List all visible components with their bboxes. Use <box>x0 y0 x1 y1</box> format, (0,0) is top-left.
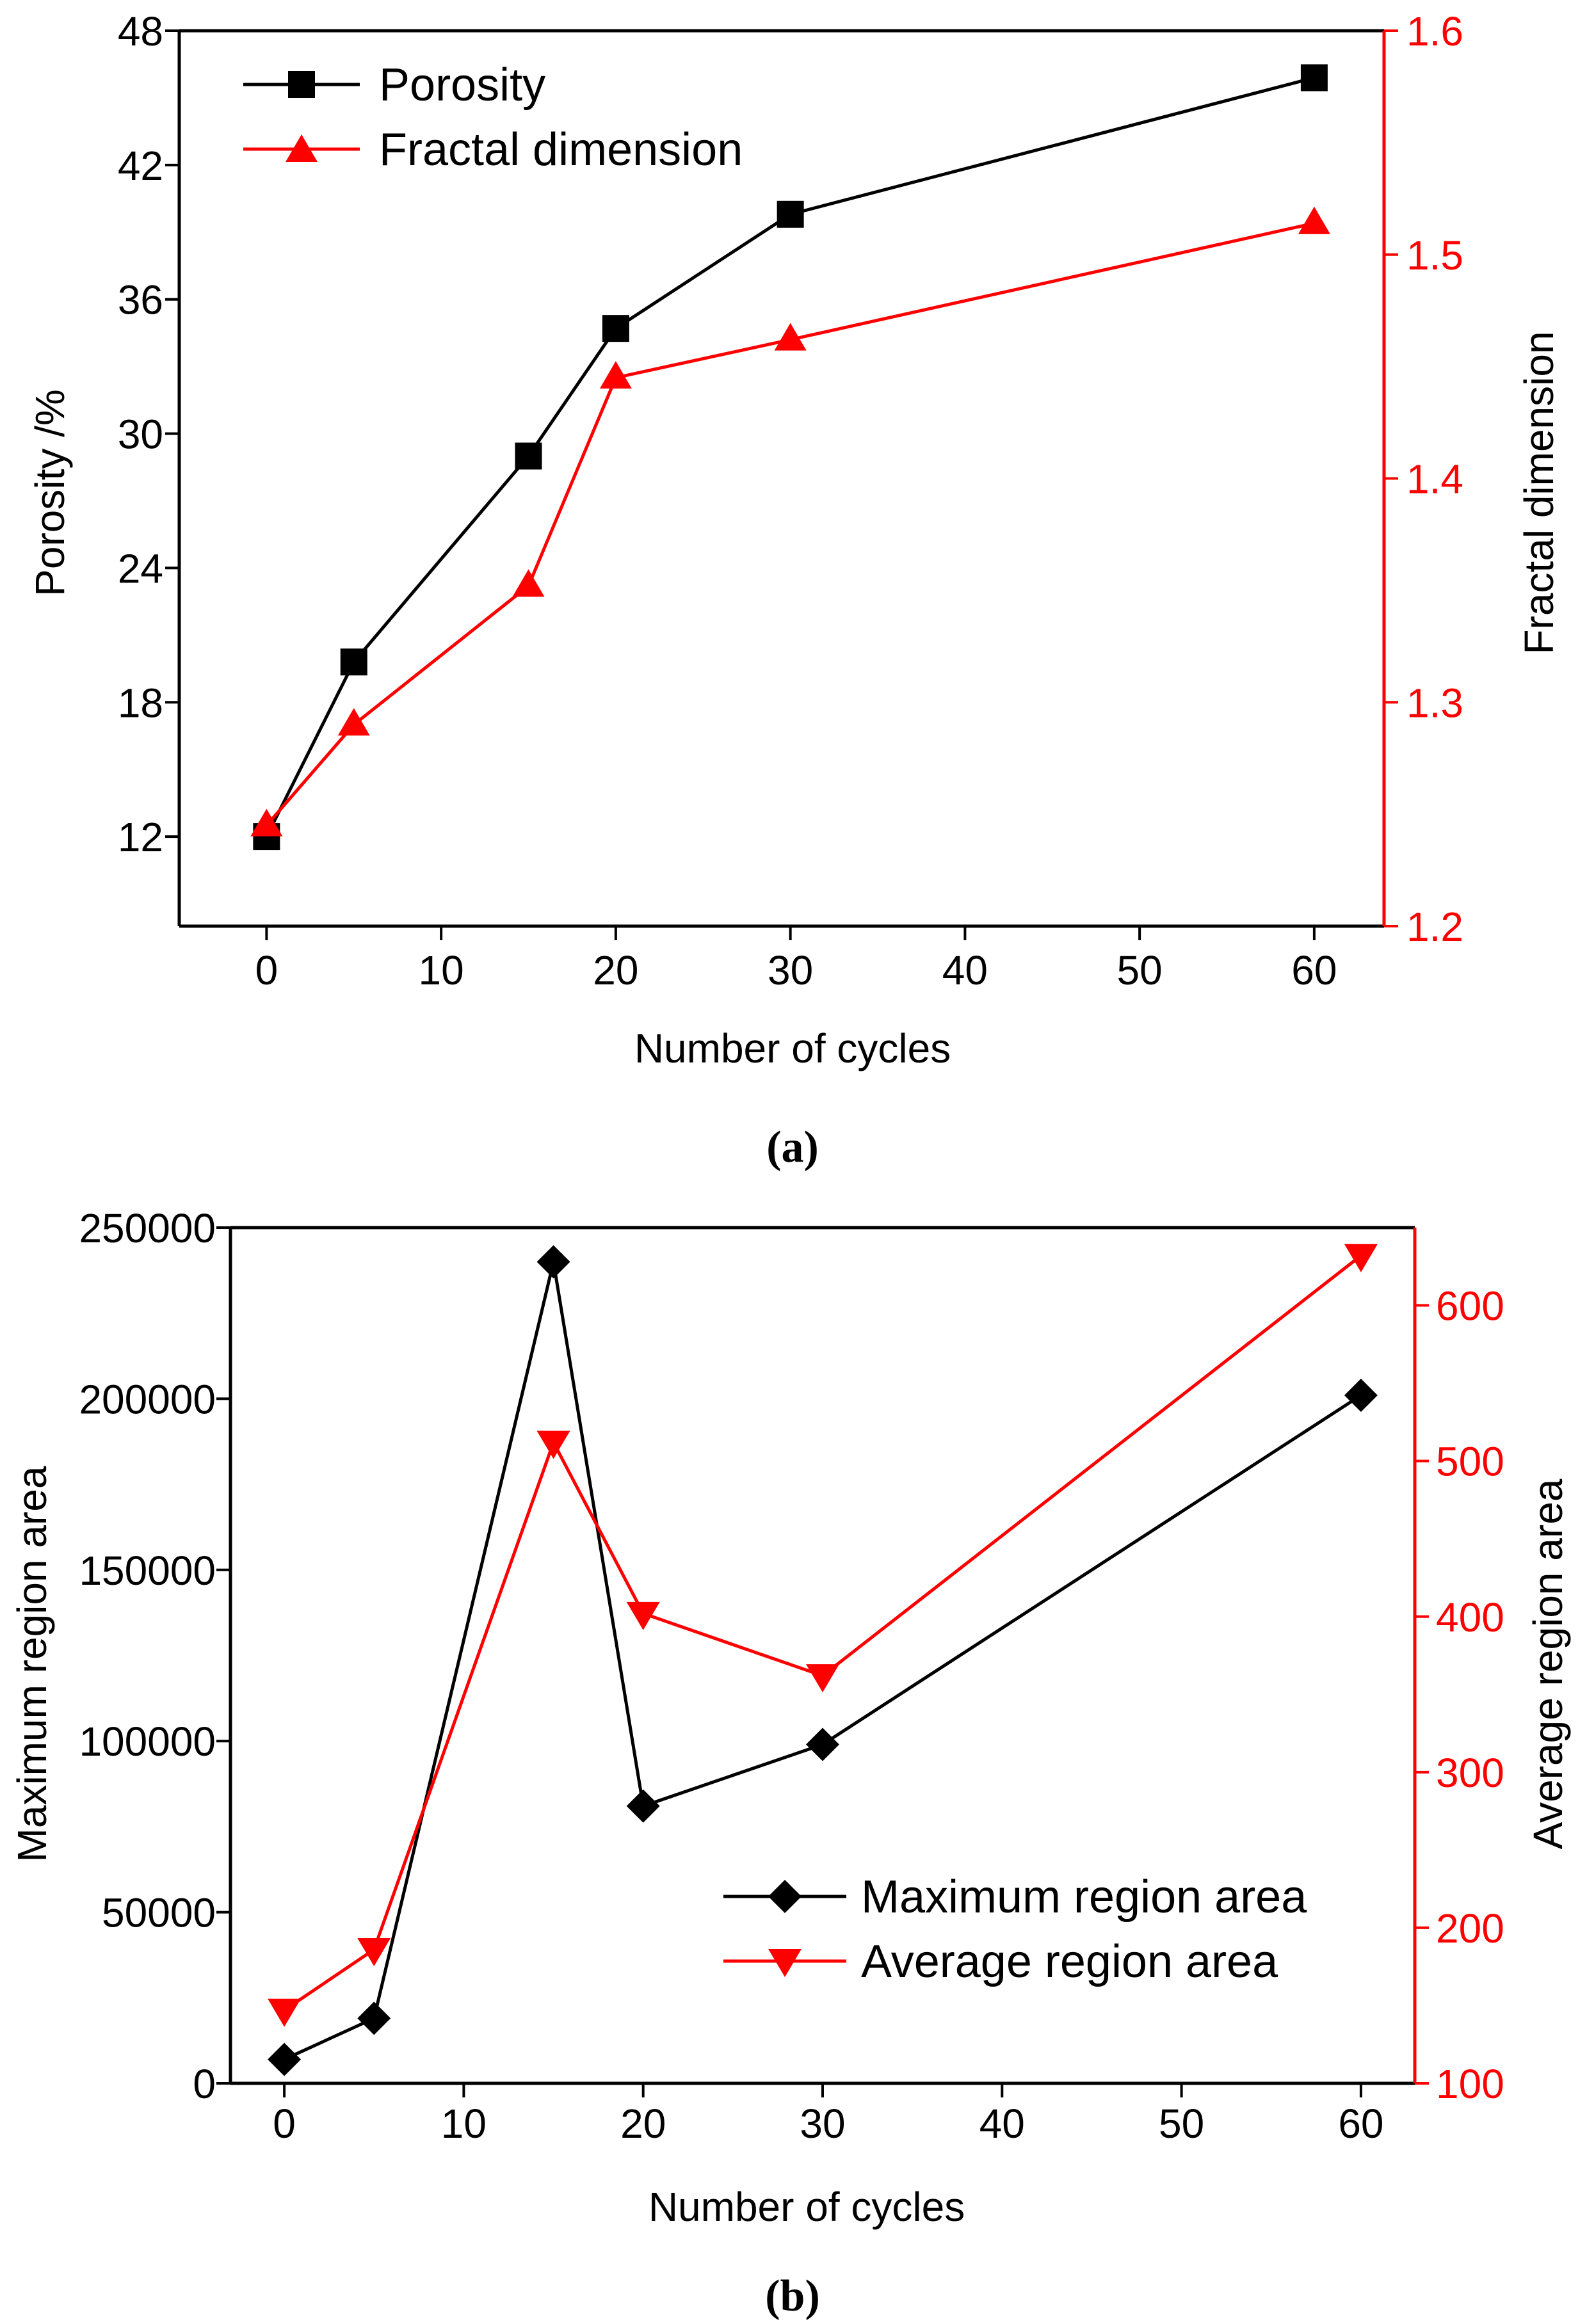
panel-b-caption: (b) <box>765 2272 820 2321</box>
panel-b-series <box>268 1244 1378 2076</box>
data-point-average-region-area <box>806 1664 839 1693</box>
panel-a-ylabel: Porosity /% <box>27 389 73 597</box>
y-tick-label: 18 <box>118 680 163 726</box>
panel-b-xlabel: Number of cycles <box>648 2184 965 2230</box>
y-tick-label: 250000 <box>79 1205 216 1251</box>
y2-tick-label: 100 <box>1436 2061 1504 2107</box>
x-tick-label: 40 <box>942 947 988 993</box>
data-point-porosity <box>340 648 367 676</box>
y-tick-label: 0 <box>193 2061 216 2107</box>
y-tick-label: 12 <box>118 814 163 860</box>
y2-tick-label: 1.4 <box>1406 456 1463 502</box>
data-point-maximum-region-area <box>357 2001 391 2035</box>
panel-a-legend: Porosity Fractal dimension <box>243 60 743 175</box>
data-point-maximum-region-area <box>1344 1379 1378 1413</box>
data-point-average-region-area <box>268 1998 302 2027</box>
y-tick-label: 200000 <box>79 1376 216 1422</box>
data-point-maximum-region-area <box>268 2042 302 2076</box>
y2-tick-label: 1.6 <box>1406 8 1463 54</box>
series-line-average-region-area <box>283 1254 1362 2012</box>
legend-avg-area-marker <box>768 1949 802 1977</box>
x-tick-label: 0 <box>273 2101 296 2147</box>
x-tick-label: 60 <box>1291 947 1337 993</box>
legend-fractal-label: Fractal dimension <box>379 124 743 175</box>
y-tick-label: 100000 <box>79 1719 216 1765</box>
y-tick-label: 50000 <box>102 1890 216 1936</box>
data-point-average-region-area <box>626 1601 660 1630</box>
data-point-fractal-dimension <box>337 708 370 736</box>
data-point-average-region-area <box>357 1937 391 1966</box>
panel-a-series <box>250 64 1330 851</box>
panel-a-y2label: Fractal dimension <box>1516 331 1562 654</box>
panel-a-caption: (a) <box>766 1123 819 1172</box>
data-point-average-region-area <box>1344 1244 1378 1272</box>
data-point-maximum-region-area <box>536 1245 570 1279</box>
legend-fractal-marker <box>286 134 318 162</box>
x-tick-label: 30 <box>800 2101 845 2147</box>
legend-max-area-label: Maximum region area <box>861 1871 1307 1923</box>
y-tick-label: 150000 <box>79 1548 216 1594</box>
data-point-porosity <box>602 315 629 342</box>
y2-tick-label: 1.2 <box>1406 904 1463 950</box>
legend-porosity-label: Porosity <box>379 60 545 111</box>
x-tick-label: 20 <box>620 2101 666 2147</box>
data-point-porosity <box>777 200 804 228</box>
panel-a-xlabel: Number of cycles <box>634 1025 951 1071</box>
y2-tick-label: 600 <box>1436 1283 1504 1329</box>
x-tick-label: 30 <box>768 947 813 993</box>
series-line-fractal-dimension <box>265 221 1315 827</box>
x-tick-label: 0 <box>255 947 278 993</box>
y2-tick-label: 200 <box>1436 1905 1504 1951</box>
y2-tick-label: 300 <box>1436 1750 1504 1796</box>
x-tick-label: 10 <box>419 947 464 993</box>
data-point-porosity <box>1300 64 1328 92</box>
y-tick-label: 42 <box>118 143 163 189</box>
x-tick-label: 10 <box>441 2101 487 2147</box>
panel-a: 0 10 20 30 40 50 60 12 18 24 30 36 42 48 1.2 1.3 1.4 1.5 1… <box>27 8 1562 1172</box>
panel-b-legend: Maximum region area Average region area <box>723 1871 1307 1987</box>
series-line-maximum-region-area <box>284 1261 1362 2061</box>
data-point-maximum-region-area <box>626 1789 660 1823</box>
y-tick-label: 24 <box>118 545 163 591</box>
legend-max-area-marker <box>768 1880 802 1913</box>
x-tick-label: 50 <box>1159 2101 1204 2147</box>
x-tick-label: 50 <box>1117 947 1163 993</box>
x-tick-label: 40 <box>979 2101 1025 2147</box>
data-point-fractal-dimension <box>250 808 283 837</box>
data-point-fractal-dimension <box>599 361 632 389</box>
panel-b-axes: 0 10 20 30 40 50 60050000100000150000200000250… <box>79 1205 1504 2147</box>
data-point-maximum-region-area <box>806 1727 839 1761</box>
y2-tick-label: 1.3 <box>1406 680 1463 726</box>
data-point-fractal-dimension <box>774 323 807 351</box>
y-tick-label: 30 <box>118 412 163 458</box>
panel-b-y2label: Average region area <box>1525 1479 1571 1849</box>
series-line-porosity <box>265 76 1315 838</box>
data-point-fractal-dimension <box>1298 206 1330 234</box>
panel-b: 0 10 20 30 40 50 60050000100000150000200000250… <box>9 1205 1571 2321</box>
data-point-fractal-dimension <box>512 569 545 597</box>
panel-b-ylabel: Maximum region area <box>9 1466 55 1862</box>
data-point-average-region-area <box>536 1430 570 1459</box>
panel-a-axes: 0 10 20 30 40 50 60 12 18 24 30 36 42 48 1.2 1.3 1.4 1.5 1… <box>118 8 1463 993</box>
y2-tick-label: 1.5 <box>1406 232 1463 278</box>
y-tick-label: 36 <box>118 277 163 323</box>
x-tick-label: 20 <box>593 947 638 993</box>
legend-porosity-marker <box>288 71 315 98</box>
x-tick-label: 60 <box>1338 2101 1383 2147</box>
data-point-porosity <box>515 442 542 470</box>
y2-tick-label: 500 <box>1436 1439 1504 1485</box>
y-tick-label: 48 <box>118 8 163 54</box>
legend-avg-area-label: Average region area <box>861 1936 1278 1987</box>
y2-tick-label: 400 <box>1436 1594 1504 1640</box>
